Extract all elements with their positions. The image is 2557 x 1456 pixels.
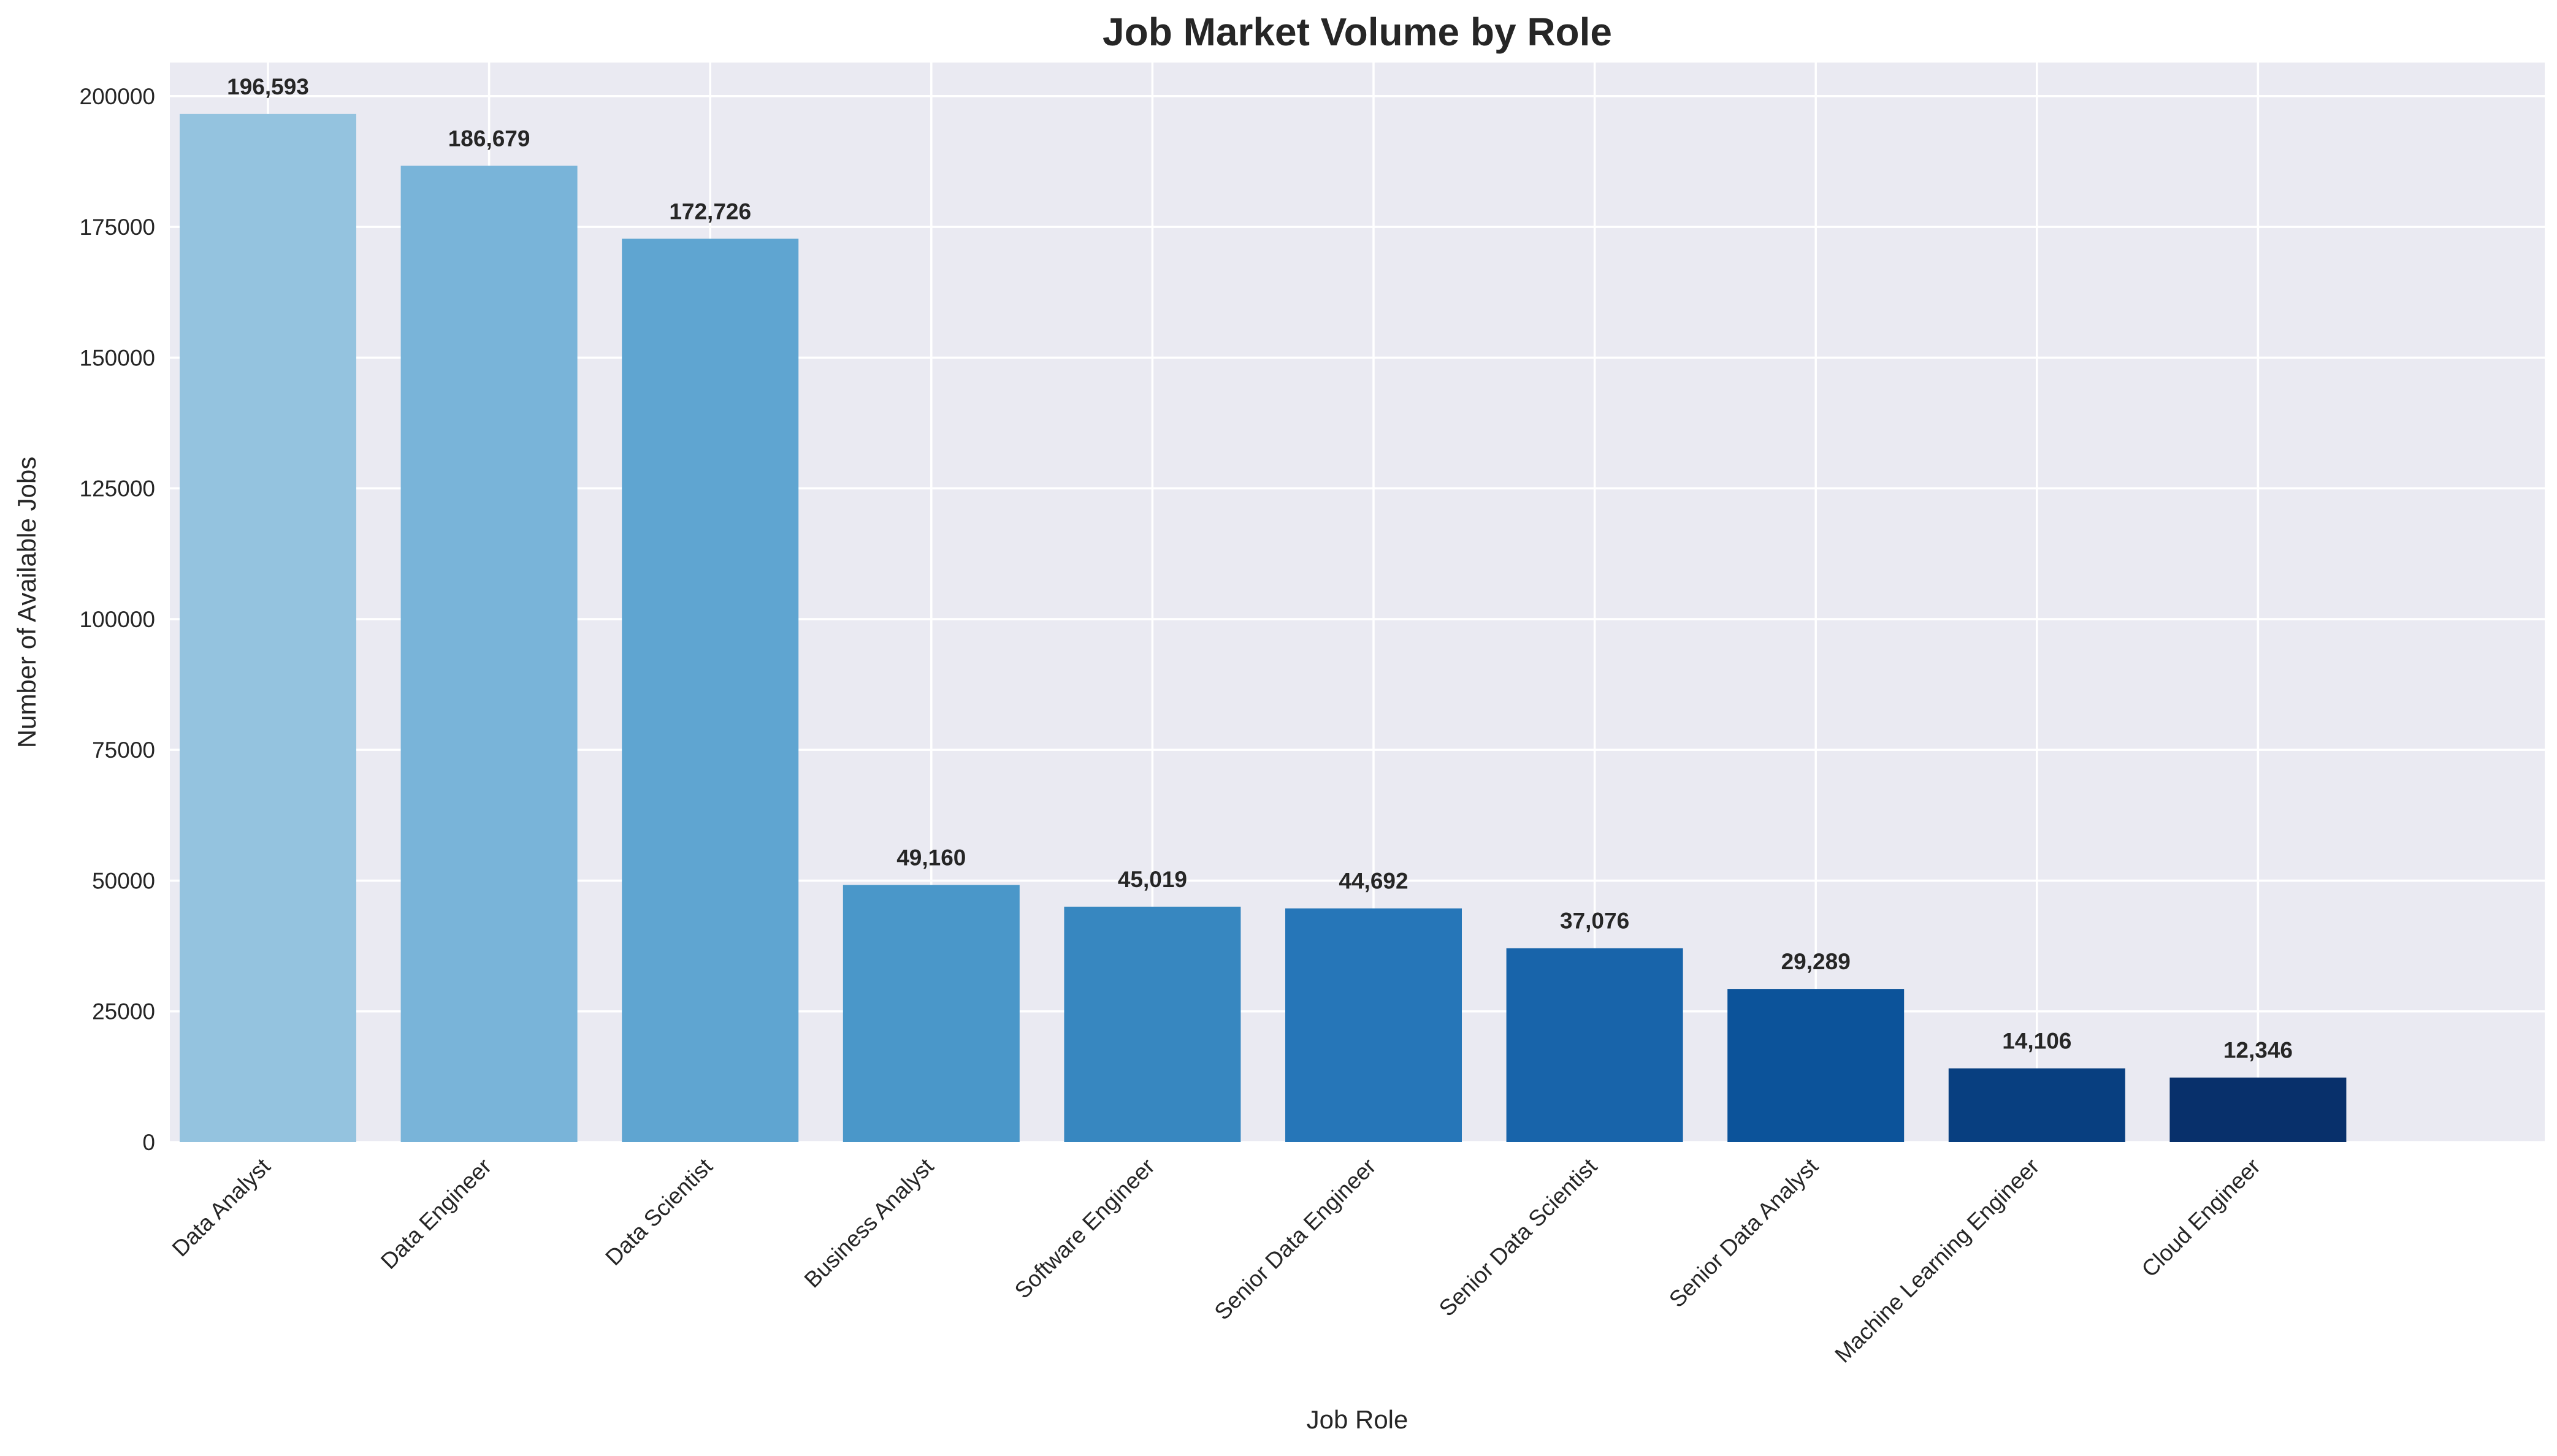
data-label: 172,726 <box>669 199 751 224</box>
x-tick-label: Data Analyst <box>167 1153 275 1261</box>
x-tick-label: Machine Learning Engineer <box>1830 1154 2044 1368</box>
x-axis-ticks: Data Analyst Data Engineer Data Scientist B… <box>167 1153 2265 1367</box>
bar-senior-data-engineer <box>1285 908 1462 1142</box>
data-label: 12,346 <box>2223 1038 2293 1063</box>
bar-business-analyst <box>843 885 1020 1142</box>
bar-data-engineer <box>400 166 578 1143</box>
bar-data-analyst <box>180 113 356 1142</box>
data-label: 45,019 <box>1118 867 1187 892</box>
data-label: 29,289 <box>1781 949 1851 974</box>
data-label: 37,076 <box>1560 909 1629 934</box>
data-label: 14,106 <box>2002 1029 2071 1054</box>
x-tick-label: Software Engineer <box>1010 1154 1160 1303</box>
x-tick-label: Senior Data Engineer <box>1210 1154 1381 1325</box>
y-tick-label: 150000 <box>80 345 155 370</box>
bar-cloud-engineer <box>2169 1077 2347 1142</box>
y-axis-ticks: 0 25000 50000 75000 100000 125000 150000 175000… <box>80 84 155 1155</box>
data-label: 196,593 <box>227 74 309 99</box>
data-label: 49,160 <box>896 845 966 871</box>
x-tick-label: Senior Data Scientist <box>1434 1153 1602 1321</box>
y-tick-label: 0 <box>142 1130 155 1155</box>
y-axis-label: Number of Available Jobs <box>12 457 41 749</box>
data-labels: 196,593 186,679 172,726 49,160 45,019 44,692 3… <box>227 74 2293 1063</box>
x-tick-label: Senior Data Analyst <box>1664 1153 1823 1312</box>
data-label: 44,692 <box>1339 869 1408 894</box>
x-axis-label: Job Role <box>1307 1405 1408 1434</box>
y-tick-label: 100000 <box>80 607 155 632</box>
data-label: 186,679 <box>448 126 530 151</box>
bar-senior-data-analyst <box>1727 989 1905 1142</box>
y-tick-label: 175000 <box>80 215 155 240</box>
bar-senior-data-scientist <box>1506 948 1683 1142</box>
x-tick-label: Cloud Engineer <box>2137 1154 2265 1282</box>
y-tick-label: 25000 <box>92 999 155 1024</box>
bars <box>180 113 2347 1143</box>
x-tick-label: Business Analyst <box>800 1153 939 1292</box>
bar-software-engineer <box>1064 906 1241 1142</box>
y-tick-label: 200000 <box>80 84 155 109</box>
y-tick-label: 75000 <box>92 738 155 763</box>
y-tick-label: 50000 <box>92 868 155 893</box>
x-tick-label: Data Engineer <box>376 1154 496 1274</box>
bar-machine-learning-engineer <box>1948 1068 2125 1142</box>
y-tick-label: 125000 <box>80 476 155 501</box>
bar-data-scientist <box>622 238 799 1143</box>
chart-title: Job Market Volume by Role <box>1103 10 1612 54</box>
x-tick-label: Data Scientist <box>600 1153 717 1270</box>
